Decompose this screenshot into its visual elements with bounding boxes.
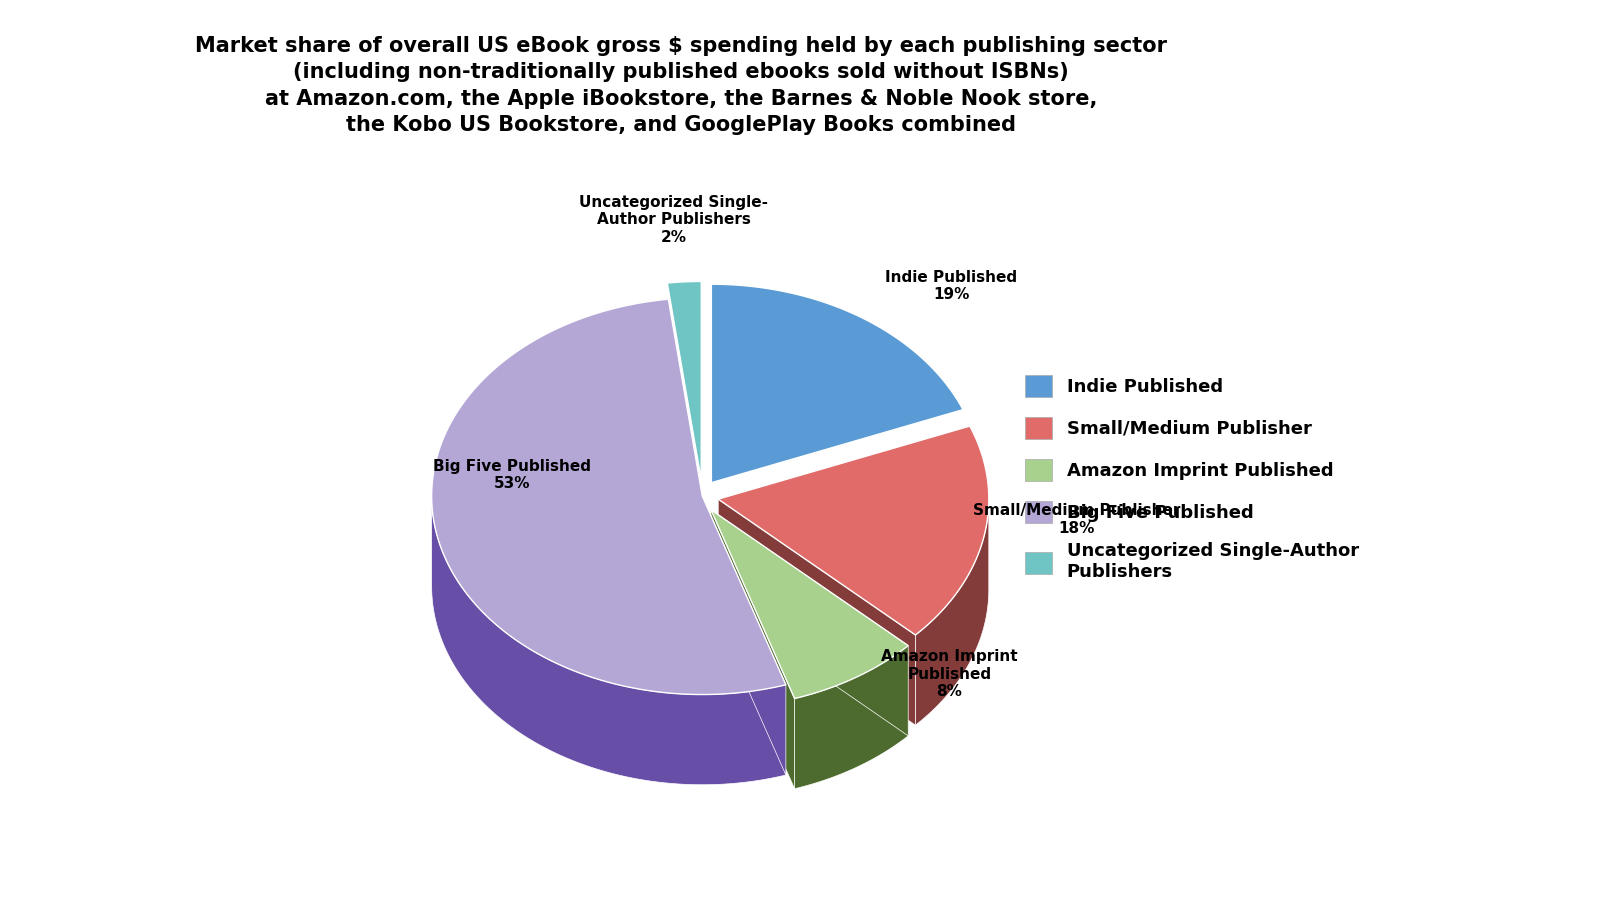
Polygon shape bbox=[718, 499, 916, 725]
Text: Uncategorized Single-
Author Publishers
2%: Uncategorized Single- Author Publishers … bbox=[579, 195, 768, 244]
Polygon shape bbox=[794, 646, 908, 788]
Polygon shape bbox=[916, 499, 989, 725]
Text: Big Five Published
53%: Big Five Published 53% bbox=[433, 458, 592, 491]
Polygon shape bbox=[712, 510, 794, 788]
Polygon shape bbox=[431, 496, 786, 785]
Polygon shape bbox=[712, 510, 908, 736]
Text: Market share of overall US eBook gross $ spending held by each publishing sector: Market share of overall US eBook gross $… bbox=[195, 36, 1167, 135]
Text: Small/Medium Publisher
18%: Small/Medium Publisher 18% bbox=[973, 503, 1180, 536]
Polygon shape bbox=[668, 281, 702, 480]
Polygon shape bbox=[712, 284, 963, 483]
Legend: Indie Published, Small/Medium Publisher, Amazon Imprint Published, Big Five Publ: Indie Published, Small/Medium Publisher,… bbox=[1018, 368, 1367, 588]
Polygon shape bbox=[712, 510, 908, 698]
Polygon shape bbox=[431, 299, 786, 695]
Text: Indie Published
19%: Indie Published 19% bbox=[885, 270, 1018, 302]
Text: Amazon Imprint
Published
8%: Amazon Imprint Published 8% bbox=[880, 649, 1018, 699]
Polygon shape bbox=[718, 426, 989, 635]
Polygon shape bbox=[702, 496, 786, 775]
